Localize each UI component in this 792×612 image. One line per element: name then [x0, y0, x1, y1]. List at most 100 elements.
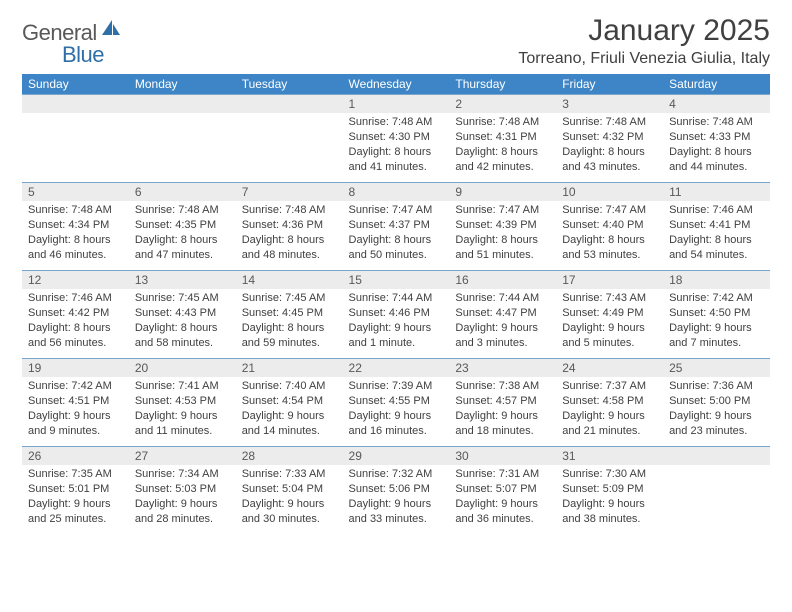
sunrise-text: Sunrise: 7:47 AM: [349, 203, 444, 218]
day-number: 2: [449, 95, 556, 113]
day-details: Sunrise: 7:46 AMSunset: 4:41 PMDaylight:…: [663, 201, 770, 266]
day-details: Sunrise: 7:35 AMSunset: 5:01 PMDaylight:…: [22, 465, 129, 530]
brand-text-blue: Blue: [62, 42, 104, 68]
day-details: Sunrise: 7:47 AMSunset: 4:39 PMDaylight:…: [449, 201, 556, 266]
day-details: Sunrise: 7:48 AMSunset: 4:33 PMDaylight:…: [663, 113, 770, 178]
sunset-text: Sunset: 4:50 PM: [669, 306, 764, 321]
sunset-text: Sunset: 4:34 PM: [28, 218, 123, 233]
sunset-text: Sunset: 5:06 PM: [349, 482, 444, 497]
sunrise-text: Sunrise: 7:48 AM: [669, 115, 764, 130]
sunset-text: Sunset: 4:36 PM: [242, 218, 337, 233]
day-number: 3: [556, 95, 663, 113]
day-details: Sunrise: 7:33 AMSunset: 5:04 PMDaylight:…: [236, 465, 343, 530]
sail-icon: [100, 18, 122, 43]
sunset-text: Sunset: 4:46 PM: [349, 306, 444, 321]
day-details: Sunrise: 7:48 AMSunset: 4:31 PMDaylight:…: [449, 113, 556, 178]
calendar-cell: 28Sunrise: 7:33 AMSunset: 5:04 PMDayligh…: [236, 447, 343, 535]
sunrise-text: Sunrise: 7:42 AM: [669, 291, 764, 306]
sunset-text: Sunset: 4:43 PM: [135, 306, 230, 321]
calendar-cell: 20Sunrise: 7:41 AMSunset: 4:53 PMDayligh…: [129, 359, 236, 447]
daylight-text: Daylight: 9 hours and 18 minutes.: [455, 409, 550, 439]
day-number: 17: [556, 271, 663, 289]
sunrise-text: Sunrise: 7:48 AM: [28, 203, 123, 218]
calendar-cell: 1Sunrise: 7:48 AMSunset: 4:30 PMDaylight…: [343, 95, 450, 183]
calendar-cell: [22, 95, 129, 183]
page: General Blue January 2025 Torreano, Friu…: [0, 0, 792, 535]
calendar-cell: 7Sunrise: 7:48 AMSunset: 4:36 PMDaylight…: [236, 183, 343, 271]
daylight-text: Daylight: 8 hours and 53 minutes.: [562, 233, 657, 263]
day-number: 30: [449, 447, 556, 465]
sunset-text: Sunset: 4:42 PM: [28, 306, 123, 321]
day-number: [22, 95, 129, 113]
sunrise-text: Sunrise: 7:41 AM: [135, 379, 230, 394]
sunset-text: Sunset: 4:40 PM: [562, 218, 657, 233]
sunrise-text: Sunrise: 7:43 AM: [562, 291, 657, 306]
sunset-text: Sunset: 4:58 PM: [562, 394, 657, 409]
daylight-text: Daylight: 8 hours and 47 minutes.: [135, 233, 230, 263]
calendar-cell: 6 Sunrise: 7:48 AMSunset: 4:35 PMDaylight…: [129, 183, 236, 271]
day-number: [129, 95, 236, 113]
sunset-text: Sunset: 4:31 PM: [455, 130, 550, 145]
calendar-cell: 30Sunrise: 7:31 AMSunset: 5:07 PMDayligh…: [449, 447, 556, 535]
calendar-cell: 24Sunrise: 7:37 AMSunset: 4:58 PMDayligh…: [556, 359, 663, 447]
day-details: Sunrise: 7:32 AMSunset: 5:06 PMDaylight:…: [343, 465, 450, 530]
day-details: Sunrise: 7:44 AMSunset: 4:47 PMDaylight:…: [449, 289, 556, 354]
sunrise-text: Sunrise: 7:46 AM: [28, 291, 123, 306]
sunset-text: Sunset: 4:51 PM: [28, 394, 123, 409]
calendar-cell: 18Sunrise: 7:42 AMSunset: 4:50 PMDayligh…: [663, 271, 770, 359]
day-number: 22: [343, 359, 450, 377]
day-number: 28: [236, 447, 343, 465]
location-text: Torreano, Friuli Venezia Giulia, Italy: [518, 50, 770, 68]
sunrise-text: Sunrise: 7:46 AM: [669, 203, 764, 218]
sunrise-text: Sunrise: 7:47 AM: [562, 203, 657, 218]
daylight-text: Daylight: 8 hours and 56 minutes.: [28, 321, 123, 351]
day-number: 15: [343, 271, 450, 289]
calendar-cell: 4Sunrise: 7:48 AMSunset: 4:33 PMDaylight…: [663, 95, 770, 183]
calendar-cell: 26Sunrise: 7:35 AMSunset: 5:01 PMDayligh…: [22, 447, 129, 535]
daylight-text: Daylight: 8 hours and 46 minutes.: [28, 233, 123, 263]
day-number: 19: [22, 359, 129, 377]
sunrise-text: Sunrise: 7:33 AM: [242, 467, 337, 482]
sunrise-text: Sunrise: 7:48 AM: [135, 203, 230, 218]
daylight-text: Daylight: 9 hours and 14 minutes.: [242, 409, 337, 439]
calendar-cell: 8 Sunrise: 7:47 AMSunset: 4:37 PMDaylight…: [343, 183, 450, 271]
calendar-cell: 14Sunrise: 7:45 AMSunset: 4:45 PMDayligh…: [236, 271, 343, 359]
daylight-text: Daylight: 8 hours and 50 minutes.: [349, 233, 444, 263]
daylight-text: Daylight: 9 hours and 23 minutes.: [669, 409, 764, 439]
calendar-cell: 15Sunrise: 7:44 AMSunset: 4:46 PMDayligh…: [343, 271, 450, 359]
weekday-header: Saturday: [663, 74, 770, 95]
calendar-cell: [663, 447, 770, 535]
day-details: Sunrise: 7:43 AMSunset: 4:49 PMDaylight:…: [556, 289, 663, 354]
day-details: Sunrise: 7:45 AMSunset: 4:45 PMDaylight:…: [236, 289, 343, 354]
calendar-week: 1Sunrise: 7:48 AMSunset: 4:30 PMDaylight…: [22, 95, 770, 183]
calendar-table: SundayMondayTuesdayWednesdayThursdayFrid…: [22, 74, 770, 535]
sunset-text: Sunset: 4:45 PM: [242, 306, 337, 321]
sunset-text: Sunset: 4:39 PM: [455, 218, 550, 233]
sunset-text: Sunset: 4:55 PM: [349, 394, 444, 409]
sunrise-text: Sunrise: 7:44 AM: [349, 291, 444, 306]
daylight-text: Daylight: 9 hours and 25 minutes.: [28, 497, 123, 527]
calendar-week: 5Sunrise: 7:48 AMSunset: 4:34 PMDaylight…: [22, 183, 770, 271]
sunset-text: Sunset: 4:37 PM: [349, 218, 444, 233]
day-details: Sunrise: 7:36 AMSunset: 5:00 PMDaylight:…: [663, 377, 770, 442]
weekday-header: Thursday: [449, 74, 556, 95]
calendar-cell: 25Sunrise: 7:36 AMSunset: 5:00 PMDayligh…: [663, 359, 770, 447]
sunset-text: Sunset: 4:54 PM: [242, 394, 337, 409]
calendar-body: 1Sunrise: 7:48 AMSunset: 4:30 PMDaylight…: [22, 95, 770, 535]
sunrise-text: Sunrise: 7:45 AM: [242, 291, 337, 306]
day-details: Sunrise: 7:42 AMSunset: 4:50 PMDaylight:…: [663, 289, 770, 354]
daylight-text: Daylight: 8 hours and 59 minutes.: [242, 321, 337, 351]
sunrise-text: Sunrise: 7:48 AM: [242, 203, 337, 218]
sunrise-text: Sunrise: 7:47 AM: [455, 203, 550, 218]
day-number: 8: [343, 183, 450, 201]
daylight-text: Daylight: 8 hours and 48 minutes.: [242, 233, 337, 263]
day-number: 25: [663, 359, 770, 377]
calendar-cell: 22Sunrise: 7:39 AMSunset: 4:55 PMDayligh…: [343, 359, 450, 447]
sunset-text: Sunset: 4:35 PM: [135, 218, 230, 233]
calendar-cell: 10Sunrise: 7:47 AMSunset: 4:40 PMDayligh…: [556, 183, 663, 271]
day-details: Sunrise: 7:48 AMSunset: 4:36 PMDaylight:…: [236, 201, 343, 266]
daylight-text: Daylight: 9 hours and 28 minutes.: [135, 497, 230, 527]
day-number: 20: [129, 359, 236, 377]
day-number: 27: [129, 447, 236, 465]
day-number: 6: [129, 183, 236, 201]
